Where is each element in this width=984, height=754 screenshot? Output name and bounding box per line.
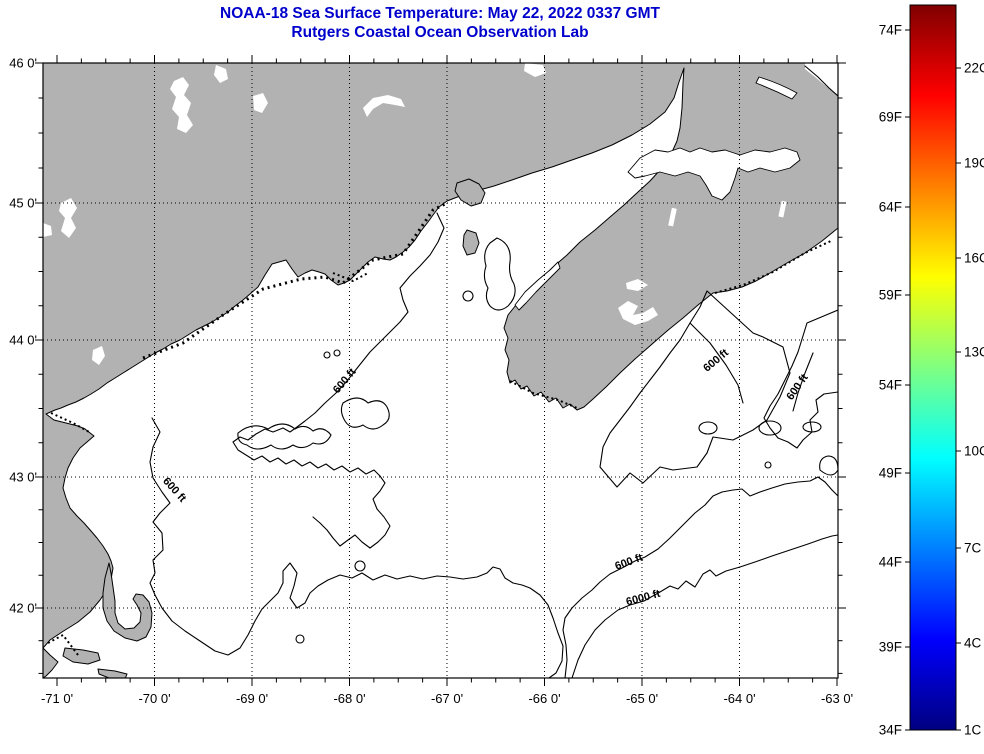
y-axis-tick-label: 45 0': [9, 196, 37, 211]
coastal-islands-south-shore: [47, 633, 79, 656]
nantucket-island: [97, 668, 128, 678]
lake: [43, 223, 52, 237]
map-ticks: [35, 55, 846, 686]
colorbar-fahrenheit-label: 54F: [879, 378, 902, 393]
lake: [778, 200, 787, 218]
contour-blob: [698, 421, 718, 435]
contour-browns-bank-west: [599, 290, 791, 488]
contour-browns-bank-east-inner: [792, 352, 814, 412]
figure-subtitle: Rutgers Coastal Ocean Observation Lab: [291, 24, 588, 41]
lake: [170, 77, 193, 133]
colorbar-fahrenheit-label: 59F: [879, 288, 902, 303]
x-axis-tick-label: -64 0': [723, 691, 755, 706]
landmass-mainland-novascotia: [43, 63, 838, 678]
colorbar-fahrenheit-label: 69F: [879, 110, 902, 125]
contour-ring: [295, 634, 305, 644]
colorbar: 74F 69F 64F 59F 54F 49F 44F 39F 34F 22C 19C 16C 13C 1…: [879, 4, 984, 738]
coastal-islands-novascotia-east: [714, 239, 834, 294]
passamaquoddy-islands: [454, 178, 486, 207]
st-marys-bay: [514, 261, 561, 311]
colorbar-celsius-label: 4C: [964, 636, 982, 651]
colorbar-fahrenheit-label: 64F: [879, 200, 902, 215]
axis-labels: -71 0' -70 0' -69 0' -68 0' -67 0' -66 0' -65 …: [9, 56, 853, 707]
contour-ring: [323, 351, 331, 359]
colorbar-celsius-label: 13C: [964, 345, 984, 360]
lake: [668, 207, 677, 227]
colorbar-fahrenheit-label: 34F: [879, 723, 902, 738]
contour-ring: [764, 461, 772, 469]
strait-channel: [755, 76, 798, 100]
figure-title: NOAA-18 Sea Surface Temperature: May 22,…: [220, 5, 660, 22]
lake: [618, 301, 658, 325]
contour-blob: [819, 455, 838, 476]
cape-cod: [102, 562, 153, 642]
colorbar-fahrenheit-label: 74F: [879, 23, 902, 38]
contour-600ft-east: [562, 476, 838, 678]
contour-ring: [354, 560, 366, 572]
lake: [363, 95, 405, 117]
contour-blob: [758, 420, 782, 436]
x-axis-tick-label: -69 0': [236, 691, 268, 706]
contour-ring: [333, 349, 341, 357]
y-axis-tick-label: 44 0': [9, 333, 37, 348]
x-axis-tick-label: -63 0': [821, 691, 853, 706]
colorbar-fahrenheit-label: 39F: [879, 640, 902, 655]
contour-browns-bank-east: [763, 309, 838, 449]
colorbar-celsius-label: 7C: [964, 541, 982, 556]
colorbar-gradient: [909, 4, 957, 731]
contour-6000ft: [571, 534, 838, 678]
lat-lon-gridlines: [43, 63, 838, 678]
colorbar-celsius-label: 16C: [964, 251, 984, 266]
x-axis-tick-label: -70 0': [138, 691, 170, 706]
lake: [214, 65, 228, 83]
contour-central-lobe2: [340, 397, 390, 430]
coastal-islands-maine: [142, 201, 448, 360]
x-axis-tick-label: -67 0': [431, 691, 463, 706]
grand-manan-island: [462, 229, 480, 256]
marthas-vineyard-island: [62, 647, 101, 665]
contour-600ft-west: [149, 417, 564, 678]
contour-german-bank: [483, 237, 516, 311]
contour-ring: [462, 290, 474, 302]
lake: [59, 198, 77, 238]
contour-browns-bank-inner: [689, 322, 744, 404]
colorbar-ticks-and-labels: 74F 69F 64F 59F 54F 49F 44F 39F 34F 22C 19C 16C 13C 1…: [879, 23, 984, 738]
colorbar-celsius-label: 19C: [964, 156, 984, 171]
contour-central-lobes: [237, 423, 332, 450]
y-axis-tick-label: 43 0': [9, 470, 37, 485]
lake: [253, 93, 268, 113]
x-axis-tick-label: -66 0': [528, 691, 560, 706]
map-frame: [42, 62, 839, 679]
colorbar-celsius-label: 22C: [964, 61, 984, 76]
contour-600ft-jordan-basin: [232, 212, 445, 549]
contour-blob: [802, 421, 822, 433]
colorbar-celsius-label: 10C: [964, 444, 984, 459]
northumberland-coastline: [804, 65, 838, 97]
colorbar-celsius-label: 1C: [964, 723, 982, 738]
y-axis-tick-label: 46 0': [9, 56, 37, 71]
colorbar-fahrenheit-label: 44F: [879, 555, 902, 570]
lake: [524, 63, 546, 77]
x-axis-tick-label: -68 0': [333, 691, 365, 706]
lake: [92, 346, 105, 365]
coastal-islands-penobscot: [332, 272, 369, 283]
northumberland-strait: [805, 63, 838, 95]
x-axis-tick-label: -65 0': [626, 691, 658, 706]
minas-basin: [627, 147, 801, 201]
colorbar-fahrenheit-label: 49F: [879, 466, 902, 481]
y-axis-tick-label: 42 0': [9, 601, 37, 616]
x-axis-tick-label: -71 0': [41, 691, 73, 706]
